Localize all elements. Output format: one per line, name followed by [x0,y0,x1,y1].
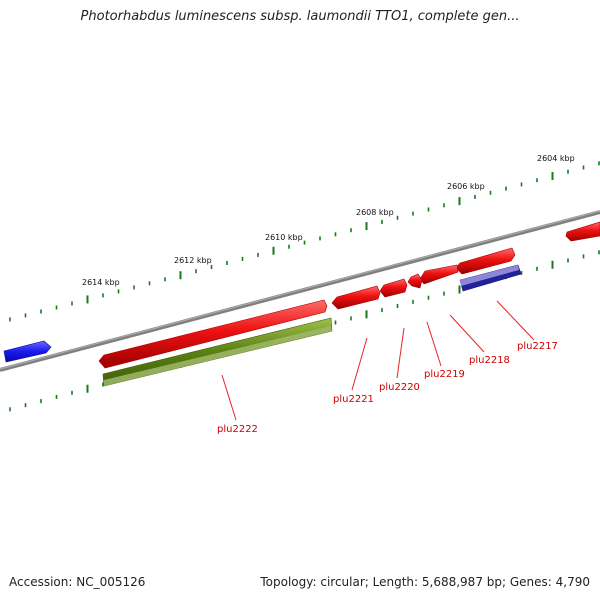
gene-label-plu2219[interactable]: plu2219 [424,369,465,380]
reverse-feature[interactable] [3,340,52,363]
ruler-label-2608: 2608 kbp [356,208,394,217]
misc-feature-plu2217-highlight [460,265,519,286]
gene-feature-plu2221[interactable] [331,285,381,310]
genome-summary-text: Topology: circular; Length: 5,688,987 bp… [260,575,590,589]
gene-label-plu2217[interactable]: plu2217 [517,341,558,352]
gene-feature-plu2220[interactable] [379,278,408,298]
ruler-label-2612: 2612 kbp [174,256,212,265]
gene-feature-plu2219[interactable] [407,273,423,289]
cds-feature-highlight [104,326,332,386]
page-title: Photorhabdus luminescens subsp. laumondi… [80,9,520,24]
ruler-outer-ticks [9,161,600,322]
gene-feature-plu2218[interactable] [419,264,459,285]
gene-label-plu2222[interactable]: plu2222 [217,424,258,435]
gene-label-plu2221[interactable]: plu2221 [333,394,374,405]
gene-feature-right-edge[interactable] [565,221,600,242]
accession-text: Accession: NC_005126 [9,575,146,589]
gene-feature-plu2222[interactable] [98,299,328,369]
gene-label-plu2220[interactable]: plu2220 [379,382,420,393]
backbone-arc-highlight [0,210,600,370]
ruler-label-2610: 2610 kbp [265,233,303,242]
gene-label-plu2218[interactable]: plu2218 [469,355,510,366]
ruler-label-2606: 2606 kbp [447,182,485,191]
ruler-label-2614: 2614 kbp [82,278,120,287]
ruler-label-2604: 2604 kbp [537,154,575,163]
leader-lines [221,300,535,421]
